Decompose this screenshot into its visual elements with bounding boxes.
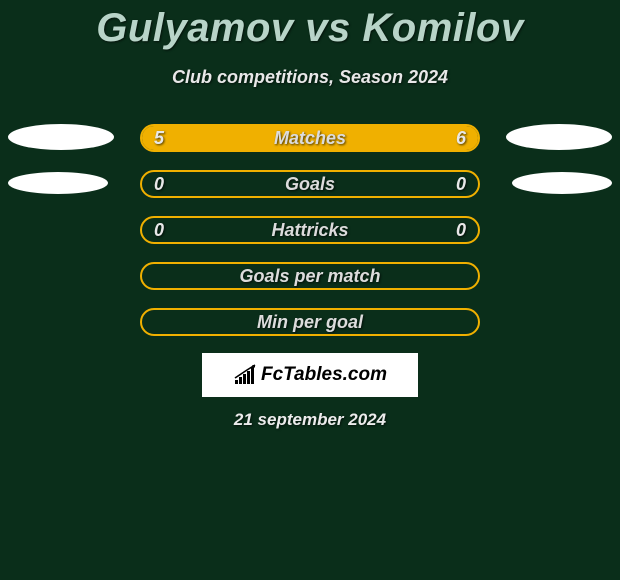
stat-bar-fill-right <box>293 126 478 150</box>
date-label: 21 september 2024 <box>0 410 620 430</box>
player-left-marker <box>8 172 108 194</box>
stat-value-right: 0 <box>456 172 466 196</box>
player-right-marker <box>512 172 612 194</box>
stat-label: Min per goal <box>142 310 478 334</box>
stat-row: Min per goal <box>0 306 620 352</box>
bar-chart-icon <box>233 364 259 386</box>
page-title: Gulyamov vs Komilov <box>0 0 620 51</box>
stat-row: 0 0Hattricks <box>0 214 620 260</box>
stat-row: Goals per match <box>0 260 620 306</box>
stat-value-right: 6 <box>456 126 466 150</box>
stat-label: Goals <box>142 172 478 196</box>
stat-value-left: 5 <box>154 126 164 150</box>
stat-row: 0 0Goals <box>0 168 620 214</box>
stat-label: Hattricks <box>142 218 478 242</box>
page-subtitle: Club competitions, Season 2024 <box>0 67 620 88</box>
player-left-marker <box>8 124 114 150</box>
player-right-marker <box>506 124 612 150</box>
stat-bar: 0 0Hattricks <box>140 216 480 244</box>
stat-bar: 0 0Goals <box>140 170 480 198</box>
stat-bar: 56Matches <box>140 124 480 152</box>
comparison-rows: 56Matches00Goals00HattricksGoals per mat… <box>0 122 620 352</box>
stat-bar: Goals per match <box>140 262 480 290</box>
stat-bar-fill-left <box>142 126 293 150</box>
stat-value-left: 0 <box>154 172 164 196</box>
stat-value-right: 0 <box>456 218 466 242</box>
stat-row: 56Matches <box>0 122 620 168</box>
stat-value-left: 0 <box>154 218 164 242</box>
stat-bar: Min per goal <box>140 308 480 336</box>
stat-label: Goals per match <box>142 264 478 288</box>
brand-text: FcTables.com <box>261 364 387 386</box>
brand-badge: FcTables.com <box>202 353 418 397</box>
